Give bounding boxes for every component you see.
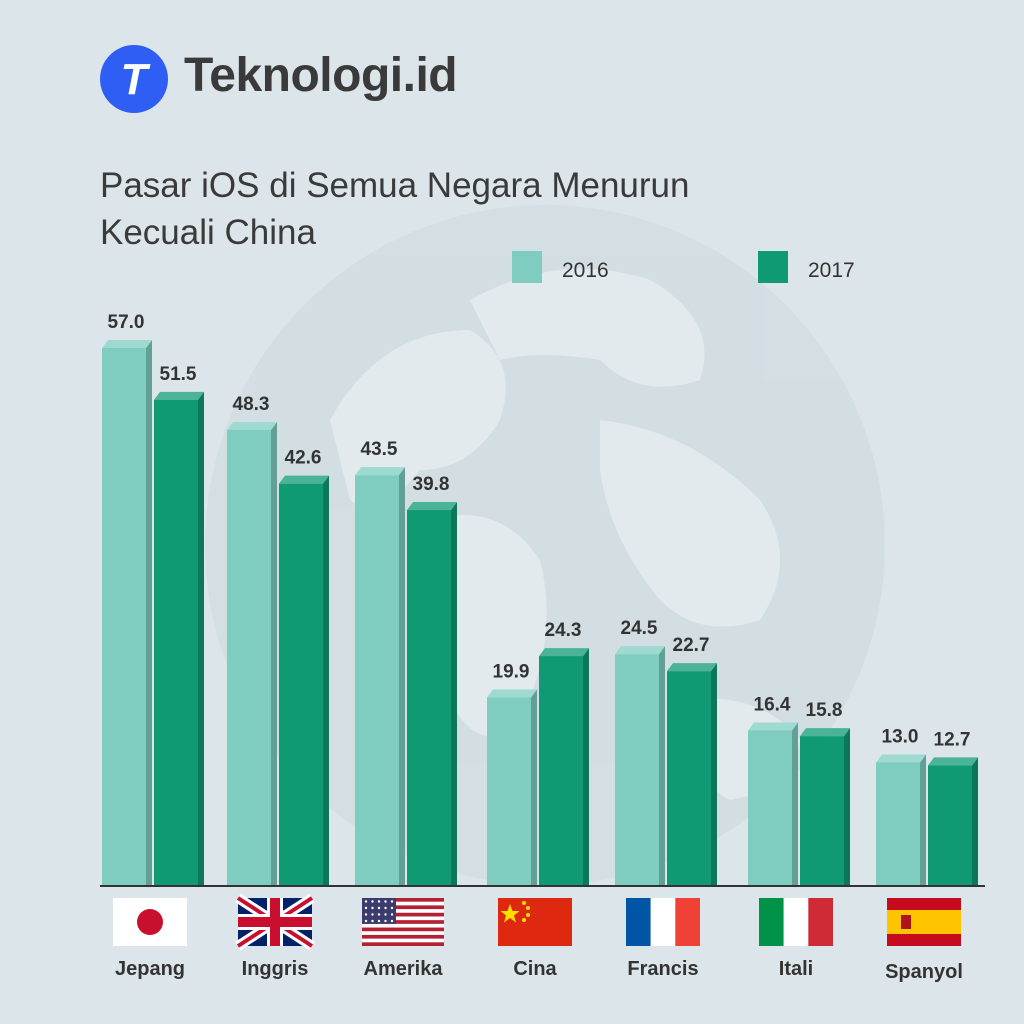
bar-side-cina-2017 [583, 648, 589, 885]
legend-swatch-2016 [512, 251, 542, 283]
bar-top-amerika-2017 [407, 502, 457, 511]
data-label-cina-2016: 19.9 [493, 662, 530, 683]
uk-flag-icon [235, 893, 315, 951]
data-label-francis-2016: 24.5 [621, 618, 658, 639]
bar-amerika-2016 [355, 475, 399, 885]
chart-title-line-1: Pasar iOS di Semua Negara Menurun [100, 166, 690, 205]
data-label-spanyol-2017: 12.7 [934, 729, 971, 750]
bar-top-inggris-2016 [227, 421, 277, 430]
category-label-spanyol: Spanyol [885, 961, 963, 983]
category-label-inggris: Inggris [242, 958, 309, 980]
bar-inggris-2016 [227, 429, 271, 885]
bar-top-cina-2017 [539, 648, 589, 657]
france-flag-icon [626, 898, 700, 946]
china-flag-icon [498, 898, 572, 946]
bar-top-itali-2017 [800, 728, 850, 737]
bar-spanyol-2016 [876, 762, 920, 885]
bar-side-inggris-2016 [271, 421, 277, 885]
brand-logo-icon: T [100, 45, 168, 113]
data-label-cina-2017: 24.3 [545, 620, 582, 641]
bar-top-spanyol-2017 [928, 757, 978, 766]
data-label-itali-2017: 15.8 [806, 700, 843, 721]
bar-side-jepang-2016 [146, 340, 152, 885]
bar-side-amerika-2016 [399, 467, 405, 885]
category-label-amerika: Amerika [364, 958, 444, 980]
bar-side-francis-2017 [711, 663, 717, 885]
data-label-amerika-2017: 39.8 [413, 474, 450, 495]
data-label-itali-2016: 16.4 [754, 694, 791, 715]
data-label-jepang-2017: 51.5 [160, 364, 197, 385]
legend-swatch-2017 [758, 251, 788, 283]
legend-label-2016: 2016 [562, 259, 609, 282]
bar-side-spanyol-2017 [972, 757, 978, 885]
data-label-spanyol-2016: 13.0 [882, 727, 919, 748]
bar-inggris-2017 [279, 483, 323, 885]
data-label-amerika-2016: 43.5 [361, 439, 398, 460]
data-label-francis-2017: 22.7 [673, 635, 710, 656]
bar-top-francis-2016 [615, 646, 665, 655]
category-label-jepang: Jepang [115, 958, 185, 980]
bar-top-jepang-2017 [154, 391, 204, 400]
bar-itali-2016 [748, 730, 792, 885]
bar-itali-2017 [800, 736, 844, 885]
bar-side-jepang-2017 [198, 391, 204, 885]
bar-jepang-2017 [154, 399, 198, 885]
bar-amerika-2017 [407, 510, 451, 885]
bar-spanyol-2017 [928, 765, 972, 885]
bar-francis-2016 [615, 654, 659, 885]
brand-logo-letter: T [121, 55, 151, 104]
legend-label-2017: 2017 [808, 259, 855, 282]
bar-top-spanyol-2016 [876, 754, 926, 763]
bar-jepang-2016 [102, 348, 146, 885]
bar-top-cina-2016 [487, 689, 537, 698]
chart-title-line-2: Kecuali China [100, 213, 316, 252]
bar-side-inggris-2017 [323, 475, 329, 885]
brand-name: Teknologi.id [184, 49, 458, 102]
bar-top-itali-2016 [748, 722, 798, 731]
bar-side-francis-2016 [659, 646, 665, 885]
bar-top-francis-2017 [667, 663, 717, 672]
data-label-inggris-2016: 48.3 [233, 394, 270, 415]
bar-cina-2016 [487, 697, 531, 885]
category-label-itali: Itali [779, 958, 813, 980]
bar-top-jepang-2016 [102, 340, 152, 348]
bar-side-amerika-2017 [451, 502, 457, 885]
usa-flag-icon [362, 898, 444, 946]
bar-cina-2017 [539, 656, 583, 885]
italy-flag-icon [759, 898, 833, 946]
bar-side-itali-2017 [844, 728, 850, 885]
bar-side-spanyol-2016 [920, 754, 926, 885]
category-label-francis: Francis [627, 958, 698, 980]
bar-francis-2017 [667, 671, 711, 885]
spain-flag-icon [887, 898, 961, 946]
bar-side-itali-2016 [792, 722, 798, 885]
bar-top-amerika-2016 [355, 467, 405, 476]
chart-title: Pasar iOS di Semua Negara Menurun Kecual… [100, 162, 800, 256]
data-label-jepang-2016: 57.0 [108, 312, 145, 333]
data-label-inggris-2017: 42.6 [285, 448, 322, 469]
japan-flag-icon [113, 898, 187, 946]
category-label-cina: Cina [513, 958, 557, 980]
bar-top-inggris-2017 [279, 475, 329, 484]
bar-side-cina-2016 [531, 689, 537, 885]
